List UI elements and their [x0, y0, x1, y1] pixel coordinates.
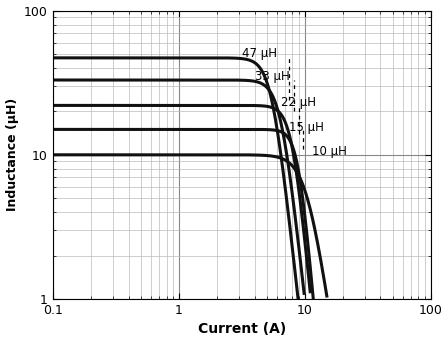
Text: 22 μH: 22 μH	[281, 96, 316, 109]
Text: 10 μH: 10 μH	[312, 145, 347, 158]
Text: 33 μH: 33 μH	[254, 70, 289, 83]
Y-axis label: Inductance (μH): Inductance (μH)	[5, 98, 18, 211]
Text: 15 μH: 15 μH	[289, 121, 324, 134]
Text: 47 μH: 47 μH	[242, 48, 277, 61]
X-axis label: Current (A): Current (A)	[198, 323, 286, 337]
